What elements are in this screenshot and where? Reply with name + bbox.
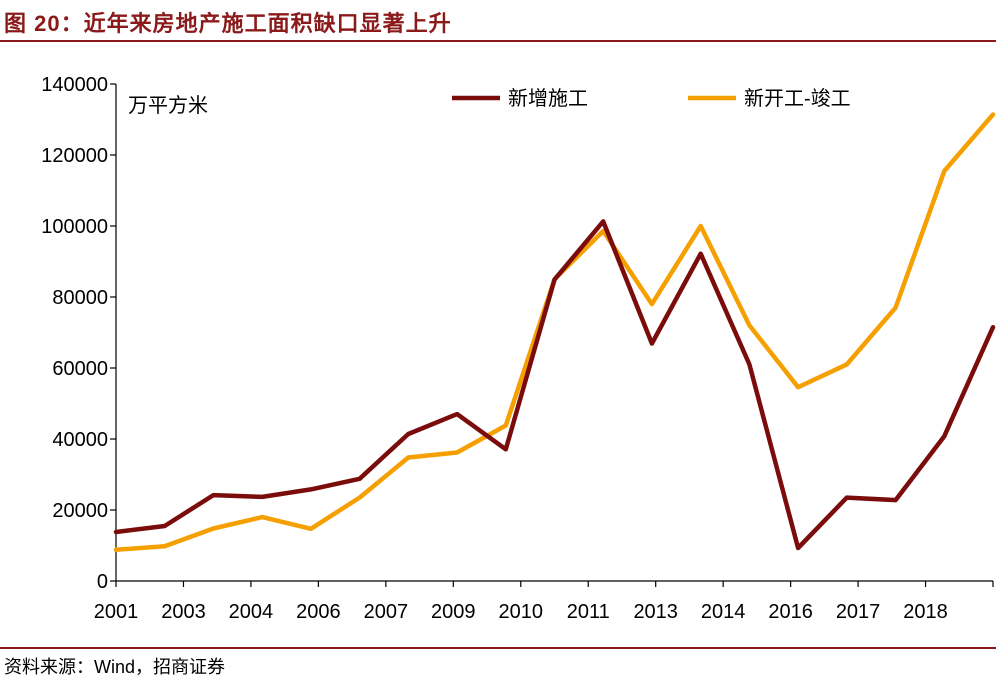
bottom-rule	[0, 647, 996, 649]
y-tick-label: 100000	[41, 216, 108, 238]
x-tick-label: 2007	[364, 601, 409, 623]
legend-label: 新开工-竣工	[744, 87, 851, 110]
x-tick-label: 2016	[768, 601, 813, 623]
y-tick-label: 40000	[52, 429, 108, 451]
x-tick-label: 2003	[161, 601, 206, 623]
x-tick-label: 2013	[633, 601, 678, 623]
series-line-new-construction	[113, 219, 996, 551]
series-line-starts-minus-completions	[113, 112, 996, 553]
y-tick-label: 20000	[52, 500, 108, 522]
y-tick-label: 140000	[41, 74, 108, 96]
x-tick-label: 2001	[94, 601, 139, 623]
legend-label: 新增施工	[508, 87, 588, 110]
x-tick-label: 2018	[903, 601, 948, 623]
y-axis-unit-label: 万平方米	[128, 94, 208, 117]
source-note: 资料来源：Wind，招商证券	[4, 657, 226, 677]
x-tick-label: 2010	[499, 601, 544, 623]
x-tick-label: 2006	[296, 601, 341, 623]
y-tick-label: 120000	[41, 145, 108, 167]
top-rule	[0, 40, 996, 42]
x-tick-label: 2017	[836, 601, 881, 623]
y-tick-label: 0	[97, 571, 108, 593]
y-axis-ticks: 0 20000 40000 60000 80000 100000 120000 140000	[41, 74, 116, 593]
line-chart: 020000400006000080000100000120000140000 …	[41, 74, 996, 623]
x-tick-label: 2014	[701, 601, 746, 623]
y-tick-label: 60000	[52, 358, 108, 380]
chart-axes	[115, 84, 993, 582]
figure-title: 图 20：近年来房地产施工面积缺口显著上升	[4, 11, 452, 36]
x-tick-label: 2009	[431, 601, 476, 623]
x-tick-label: 2004	[229, 601, 274, 623]
y-tick-label: 80000	[52, 287, 108, 309]
x-tick-label: 2011	[567, 601, 610, 623]
chart-series	[113, 112, 996, 553]
chart-legend: 新增施工 新开工-竣工	[452, 87, 851, 110]
x-axis-ticks: 2001 2003 2004 2006 2007 2009 2010 2011 2013 2014…	[94, 581, 994, 623]
